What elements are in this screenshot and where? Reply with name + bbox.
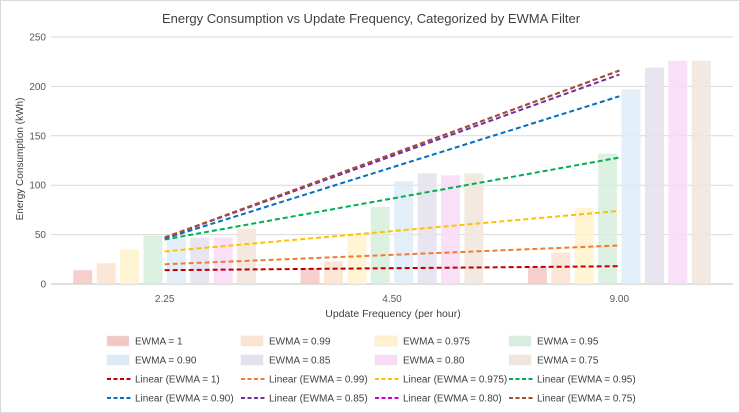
legend-label: EWMA = 0.80 — [403, 356, 465, 367]
bar — [644, 67, 664, 285]
legend-label: Linear (EWMA = 0.90) — [135, 394, 234, 405]
legend-label: Linear (EWMA = 0.975) — [403, 375, 507, 386]
legend-label: EWMA = 0.85 — [269, 356, 331, 367]
legend-swatch — [374, 335, 398, 347]
y-tick-label: 150 — [29, 131, 46, 142]
legend-swatch — [508, 335, 532, 347]
bar — [527, 267, 547, 284]
legend-swatch — [508, 354, 532, 366]
bar — [96, 263, 116, 284]
bar — [441, 175, 460, 284]
bar — [213, 237, 233, 284]
y-tick-label: 50 — [35, 230, 47, 241]
bar — [324, 261, 343, 284]
legend-label: EWMA = 0.95 — [537, 337, 599, 348]
y-tick-label: 250 — [29, 33, 46, 44]
legend-label: Linear (EWMA = 0.85) — [269, 394, 368, 405]
x-axis-title: Update Frequency (per hour) — [325, 308, 460, 320]
bar — [120, 249, 140, 284]
y-tick-label: 100 — [29, 181, 46, 192]
trendline — [164, 69, 620, 239]
legend-swatch — [240, 335, 264, 347]
bar — [394, 181, 414, 284]
legend-label: EWMA = 1 — [135, 337, 183, 348]
x-tick-label: 9.00 — [610, 294, 630, 305]
legend-label: EWMA = 0.975 — [403, 337, 470, 348]
bar — [143, 235, 163, 284]
legend-label: EWMA = 0.90 — [135, 356, 197, 367]
legend-swatch — [374, 354, 398, 366]
legend-swatch — [106, 354, 130, 366]
bar — [347, 234, 367, 284]
legend-label: Linear (EWMA = 0.75) — [537, 394, 636, 405]
x-tick-label: 4.50 — [382, 294, 402, 305]
bar — [621, 89, 641, 284]
bar — [691, 60, 711, 284]
chart-title: Energy Consumption vs Update Frequency, … — [162, 11, 581, 26]
bar — [417, 173, 437, 284]
legend-label: Linear (EWMA = 0.80) — [403, 394, 502, 405]
bar — [73, 270, 93, 284]
x-tick-label: 2.25 — [155, 294, 175, 305]
bar — [551, 252, 571, 284]
bar — [300, 268, 320, 284]
trendline — [164, 156, 620, 241]
legend-label: Linear (EWMA = 0.99) — [269, 375, 368, 386]
legend-label: EWMA = 0.99 — [269, 337, 331, 348]
bar — [598, 153, 618, 284]
legend-label: Linear (EWMA = 0.95) — [537, 375, 636, 386]
bar — [166, 238, 186, 284]
y-axis-title: Energy Consumption (kWh) — [15, 98, 26, 221]
y-tick-label: 200 — [29, 82, 46, 93]
bar — [464, 173, 484, 284]
legend-swatch — [106, 335, 130, 347]
legend-swatch — [240, 354, 264, 366]
legend-label: Linear (EWMA = 1) — [135, 375, 220, 386]
bar — [190, 237, 210, 284]
bar — [370, 206, 390, 284]
trendline — [164, 265, 620, 272]
trendline — [164, 244, 620, 266]
bar — [668, 60, 688, 284]
trendline — [164, 209, 620, 253]
y-tick-label: 0 — [40, 280, 46, 291]
bar — [237, 228, 257, 284]
legend-label: EWMA = 0.75 — [537, 356, 599, 367]
